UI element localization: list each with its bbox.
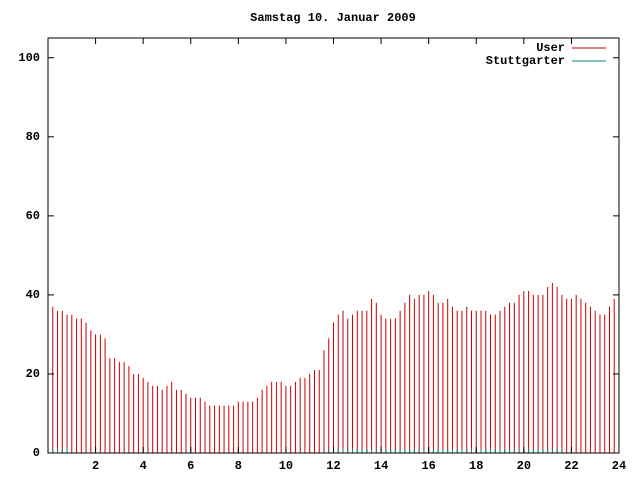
y-tick-label: 100 [18,51,40,65]
x-tick-label: 4 [140,459,147,473]
x-tick-label: 6 [187,459,194,473]
x-tick-label: 2 [92,459,99,473]
y-tick-label: 0 [33,446,40,460]
x-tick-label: 14 [374,459,388,473]
x-tick-label: 10 [279,459,293,473]
legend-label: Stuttgarter [486,54,565,68]
x-tick-label: 12 [326,459,340,473]
x-tick-label: 20 [517,459,531,473]
x-tick-label: 18 [469,459,483,473]
y-tick-label: 60 [26,209,40,223]
legend-label: User [536,41,565,55]
y-tick-label: 20 [26,367,40,381]
x-tick-label: 24 [612,459,626,473]
y-tick-label: 80 [26,130,40,144]
x-tick-label: 22 [564,459,578,473]
x-tick-label: 16 [421,459,435,473]
y-tick-label: 40 [26,288,40,302]
chart-title: Samstag 10. Januar 2009 [250,11,416,25]
x-tick-label: 8 [235,459,242,473]
